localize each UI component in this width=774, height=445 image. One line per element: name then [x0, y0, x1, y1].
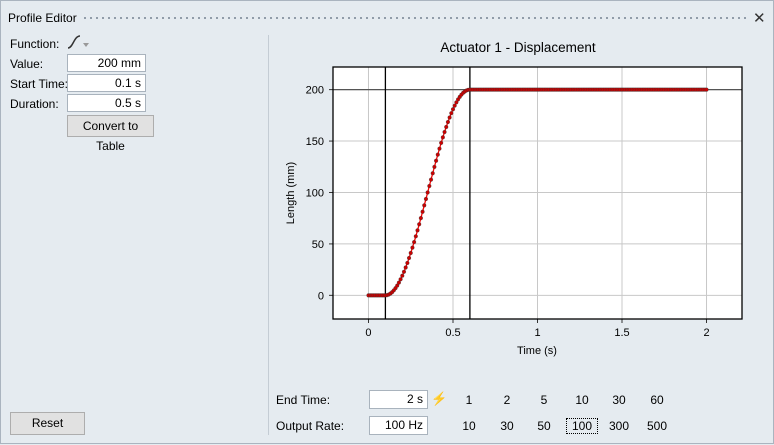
data-point [396, 280, 402, 285]
plot-frame [332, 66, 743, 320]
chevron-down-icon [83, 43, 89, 47]
duration-field[interactable]: 0.5 s [67, 94, 146, 112]
data-point [412, 239, 417, 245]
data-point [408, 250, 413, 256]
y-tick-label: 50 [312, 239, 324, 251]
data-point [406, 255, 412, 261]
data-point [417, 222, 422, 227]
drag-grip[interactable] [82, 16, 747, 20]
data-point [433, 158, 439, 163]
data-point [420, 209, 425, 214]
y-tick-label: 150 [306, 136, 324, 148]
data-point [427, 183, 432, 189]
y-tick-label: 100 [306, 187, 324, 199]
data-point [413, 234, 418, 239]
data-point [425, 190, 430, 195]
data-point [444, 124, 449, 130]
x-tick-label: 1.5 [614, 327, 629, 339]
chart-title: Actuator 1 - Displacement [440, 40, 596, 55]
function-dropdown[interactable] [67, 34, 93, 50]
data-point [432, 164, 437, 169]
data-point [398, 277, 403, 282]
s-curve-icon [67, 35, 89, 49]
x-tick-label: 1 [534, 327, 540, 339]
data-point [415, 228, 420, 233]
data-point [405, 260, 410, 266]
y-tick-label: 0 [318, 290, 324, 302]
data-point [410, 245, 415, 250]
end-time-option[interactable]: 5 [540, 393, 548, 407]
output-rate-field[interactable]: 100 Hz [369, 416, 428, 435]
data-point [422, 203, 427, 208]
data-point [418, 215, 423, 221]
close-icon[interactable]: ✕ [753, 10, 766, 27]
data-point [439, 140, 444, 146]
output-rate-option[interactable]: 500 [646, 419, 668, 433]
end-time-option[interactable]: 10 [575, 393, 589, 407]
data-point [447, 115, 452, 120]
output-rate-option[interactable]: 50 [537, 419, 551, 433]
output-rate-option[interactable]: 300 [608, 419, 630, 433]
panel-splitter[interactable] [268, 35, 269, 435]
x-axis-label: Time (s) [517, 345, 557, 357]
data-point [450, 107, 456, 112]
end-time-option[interactable]: 60 [650, 393, 664, 407]
output-rate-option[interactable]: 10 [462, 419, 476, 433]
start-time-field[interactable]: 0.1 s [67, 74, 146, 92]
end-time-option[interactable]: 1 [465, 393, 473, 407]
end-time-option[interactable]: 2 [503, 393, 511, 407]
x-tick-label: 0 [365, 327, 371, 339]
data-point [452, 103, 457, 108]
data-point [430, 171, 435, 176]
y-tick-label: 200 [306, 85, 324, 97]
data-point [704, 87, 709, 92]
output-rate-label: Output Rate: [276, 419, 345, 433]
end-time-field[interactable]: 2 s [369, 390, 428, 409]
end-time-option[interactable]: 30 [612, 393, 626, 407]
output-rate-option[interactable]: 100 [566, 418, 598, 434]
end-time-label: End Time: [276, 393, 331, 407]
reset-button[interactable]: Reset [10, 412, 85, 435]
data-point [435, 152, 440, 157]
data-point [423, 196, 429, 202]
data-point [400, 273, 405, 278]
function-label: Function: [10, 37, 60, 51]
convert-to-table-button[interactable]: Convert to Table [67, 115, 154, 153]
data-point [449, 111, 454, 116]
value-label: Value: [10, 57, 44, 71]
x-tick-label: 2 [703, 327, 709, 339]
data-point [403, 265, 408, 270]
duration-label: Duration: [10, 97, 59, 111]
data-point [442, 129, 447, 135]
window-title: Profile Editor [8, 11, 77, 25]
data-point [437, 146, 442, 151]
y-axis-label: Length (mm) [285, 162, 297, 224]
start-time-label: Start Time: [10, 77, 69, 91]
data-point [428, 177, 434, 182]
value-field[interactable]: 200 mm [67, 54, 146, 72]
x-tick-label: 0.5 [445, 327, 460, 339]
data-point [445, 119, 451, 125]
output-rate-option[interactable]: 30 [500, 419, 514, 433]
data-point [440, 135, 445, 140]
data-point [401, 269, 407, 274]
lightning-icon[interactable]: ⚡ [431, 391, 448, 406]
